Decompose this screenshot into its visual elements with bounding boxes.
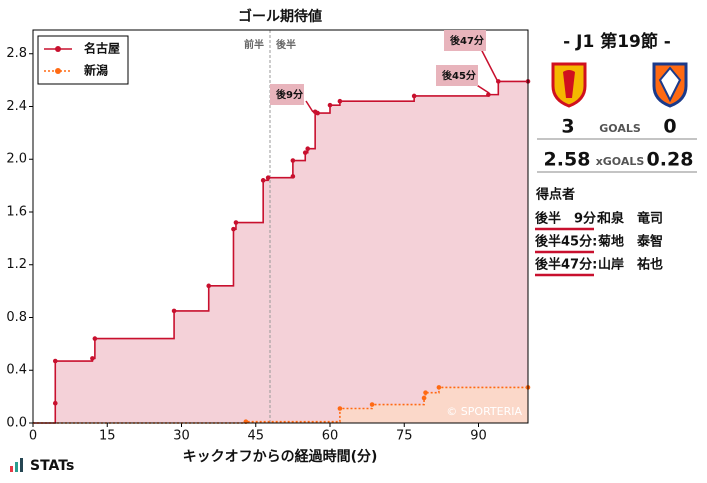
chart-title: ゴール期待値 bbox=[238, 8, 322, 25]
scorer-name: 山岸 祐也 bbox=[598, 257, 663, 273]
annotation-box bbox=[444, 30, 486, 51]
x-tick-label: 90 bbox=[470, 429, 487, 444]
line bbox=[33, 386, 528, 424]
footer-logo: STATs bbox=[10, 458, 74, 474]
legend-label: 名古屋 bbox=[84, 41, 120, 56]
point bbox=[260, 178, 266, 183]
x-tick-label: 30 bbox=[173, 429, 190, 444]
scorer-time: 後半45分: bbox=[535, 234, 597, 250]
point bbox=[171, 308, 177, 314]
away-xg: 0.28 bbox=[647, 149, 694, 171]
scorer-time: 後半47分: bbox=[535, 257, 597, 273]
x-tick-label: 15 bbox=[99, 429, 116, 444]
point bbox=[92, 336, 98, 341]
annotation-arrow bbox=[305, 100, 314, 113]
point bbox=[423, 390, 428, 395]
y-tick-label: 2.8 bbox=[6, 46, 27, 61]
legend-label: 新潟 bbox=[84, 63, 108, 78]
point bbox=[411, 93, 417, 99]
annotation: 後45分 bbox=[442, 69, 476, 82]
point bbox=[206, 283, 212, 289]
scorers-title: 得点者 bbox=[535, 187, 575, 203]
point bbox=[327, 102, 333, 108]
annotation-box bbox=[436, 65, 478, 86]
half-label: 前半 bbox=[244, 38, 264, 51]
point bbox=[52, 400, 58, 406]
scorer-time: 後半 9分: bbox=[535, 211, 601, 227]
away-goals: 0 bbox=[663, 116, 676, 138]
point bbox=[496, 79, 501, 84]
legend-marker bbox=[55, 46, 61, 52]
point bbox=[421, 395, 427, 401]
x-axis-label: キックオフからの経過時間(分) bbox=[183, 448, 378, 465]
point bbox=[52, 358, 58, 364]
y-tick-label: 2.0 bbox=[6, 152, 27, 167]
point bbox=[337, 98, 343, 104]
y-tick-label: 0.4 bbox=[6, 363, 27, 378]
plot-frame bbox=[32, 29, 529, 424]
y-tick-label: 2.4 bbox=[6, 99, 27, 114]
point bbox=[337, 406, 343, 411]
match-title: - J1 第19節 - bbox=[563, 31, 671, 52]
y-tick-label: 1.2 bbox=[6, 257, 27, 272]
legend-marker bbox=[55, 68, 61, 74]
footer-text: STATs bbox=[30, 458, 74, 474]
goals-label: GOALS bbox=[599, 122, 641, 135]
point bbox=[436, 385, 442, 390]
scorer-name: 和泉 竜司 bbox=[598, 211, 663, 227]
annotation: 後47分 bbox=[450, 34, 484, 47]
point bbox=[231, 226, 236, 232]
point bbox=[302, 150, 308, 155]
area bbox=[33, 81, 528, 423]
point bbox=[305, 146, 311, 151]
xg-label: xGOALS bbox=[596, 155, 645, 168]
legend-box bbox=[37, 35, 129, 85]
home-goals: 3 bbox=[561, 116, 574, 138]
annotation-box bbox=[270, 84, 304, 105]
watermark: © SPORTERIA bbox=[446, 405, 522, 418]
point bbox=[265, 175, 271, 181]
y-tick-label: 0.0 bbox=[6, 416, 27, 431]
area bbox=[33, 387, 528, 423]
annotation: 後9分 bbox=[276, 88, 303, 101]
point bbox=[290, 174, 296, 179]
y-tick-label: 0.8 bbox=[6, 310, 27, 325]
point bbox=[233, 220, 239, 225]
annotation-arrow bbox=[479, 46, 498, 81]
point bbox=[315, 110, 320, 116]
x-tick-label: 60 bbox=[322, 429, 339, 444]
x-tick-label: 45 bbox=[247, 429, 264, 444]
half-label: 後半 bbox=[276, 38, 296, 51]
home-xg: 2.58 bbox=[544, 149, 591, 171]
y-tick-label: 1.6 bbox=[6, 204, 27, 219]
scorer-name: 菊地 泰智 bbox=[598, 234, 663, 250]
point bbox=[369, 402, 375, 407]
away-logo bbox=[652, 62, 688, 108]
home-logo bbox=[551, 62, 587, 108]
x-tick-label: 75 bbox=[396, 429, 413, 444]
point bbox=[486, 92, 491, 97]
x-tick-label: 0 bbox=[29, 429, 37, 444]
point bbox=[90, 356, 95, 361]
point bbox=[290, 158, 296, 163]
